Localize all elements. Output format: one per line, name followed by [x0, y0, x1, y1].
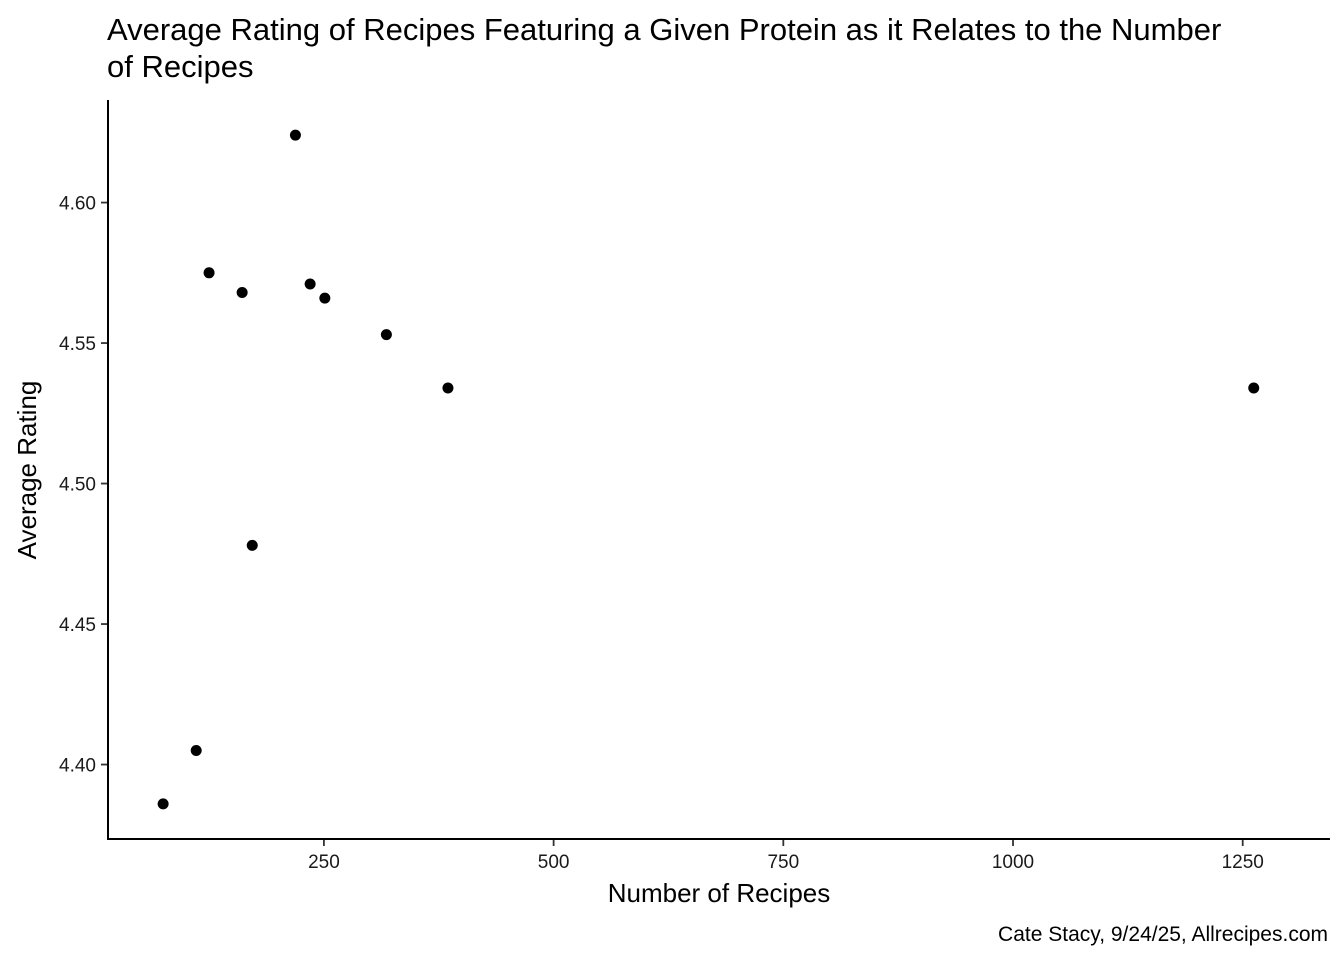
- data-point: [380, 329, 392, 341]
- data-point: [304, 278, 316, 290]
- y-tick-label: 4.40: [59, 756, 96, 777]
- x-axis-title: Number of Recipes: [608, 878, 831, 908]
- y-tick-label: 4.60: [59, 194, 96, 215]
- x-tick-label: 750: [767, 852, 799, 873]
- data-points: [157, 129, 1260, 810]
- data-point: [442, 382, 454, 394]
- data-point: [236, 286, 248, 298]
- y-tick-label: 4.55: [59, 334, 96, 355]
- data-point: [246, 539, 258, 551]
- y-tick-label: 4.50: [59, 475, 96, 496]
- y-axis-ticks: 4.40 4.45 4.50 4.55 4.60: [59, 194, 108, 777]
- x-tick-label: 500: [538, 852, 570, 873]
- y-axis-title: Average Rating: [12, 381, 42, 560]
- data-point: [190, 744, 202, 756]
- chart-title-line-2: of Recipes: [107, 49, 253, 84]
- x-tick-label: 1250: [1222, 852, 1264, 873]
- data-point: [319, 292, 331, 304]
- y-tick-label: 4.45: [59, 615, 96, 636]
- data-point: [289, 129, 301, 141]
- chart-caption: Cate Stacy, 9/24/25, Allrecipes.com: [998, 923, 1328, 946]
- x-tick-label: 1000: [992, 852, 1034, 873]
- x-axis-ticks: 250 500 750 1000 1250: [308, 839, 1264, 873]
- data-point: [157, 798, 169, 810]
- data-point: [203, 267, 215, 279]
- x-tick-label: 250: [308, 852, 340, 873]
- chart-title-line-1: Average Rating of Recipes Featuring a Gi…: [107, 12, 1221, 47]
- data-point: [1248, 382, 1260, 394]
